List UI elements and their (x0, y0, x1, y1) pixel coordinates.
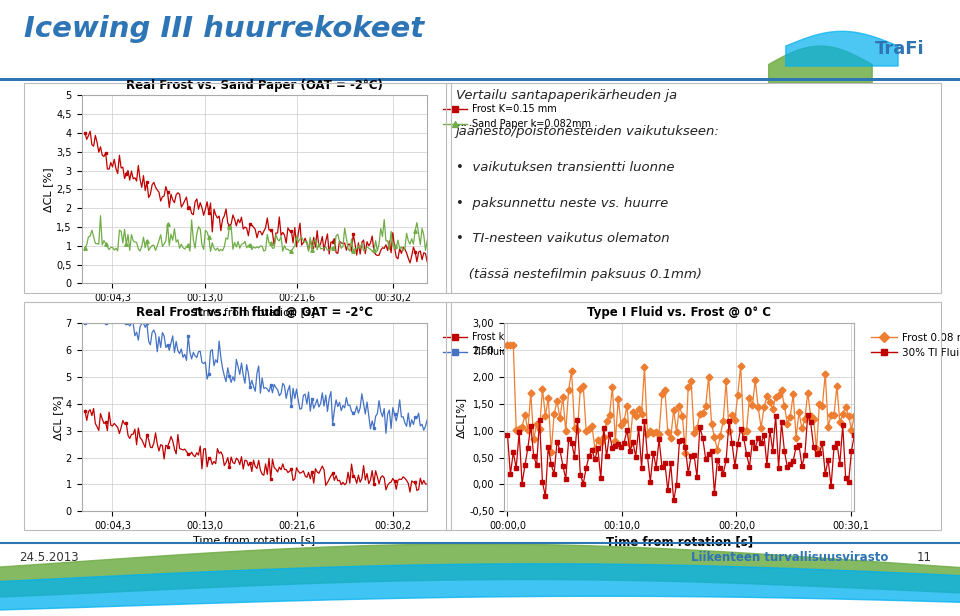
Y-axis label: ΔCL [%]: ΔCL [%] (43, 167, 54, 212)
Text: 24.5.2013: 24.5.2013 (19, 551, 79, 564)
Text: Liikenteen turvallisuusvirasto: Liikenteen turvallisuusvirasto (691, 551, 889, 564)
X-axis label: Time from rotation [s]: Time from rotation [s] (606, 535, 753, 548)
Legend: Frost K=0.15 mm, Sand Paper k=0.082mm: Frost K=0.15 mm, Sand Paper k=0.082mm (439, 100, 595, 133)
Title: Real Frost vs. TII fluid @ OAT = -2°C: Real Frost vs. TII fluid @ OAT = -2°C (136, 306, 372, 320)
Text: Vertailu santapaperikärheuden ja: Vertailu santapaperikärheuden ja (456, 89, 677, 102)
Text: •  TI-nesteen vaikutus olematon: • TI-nesteen vaikutus olematon (456, 232, 670, 245)
Text: 11: 11 (916, 551, 931, 564)
Text: jäänesto/poistonesteiden vaikutukseen:: jäänesto/poistonesteiden vaikutukseen: (456, 125, 720, 138)
X-axis label: Time from rotation [s]: Time from rotation [s] (193, 307, 316, 317)
Legend: Frost 0.08 mm, 30% TI Fluid: Frost 0.08 mm, 30% TI Fluid (867, 328, 960, 362)
Text: TraFi: TraFi (876, 40, 924, 59)
Text: (tässä nestefilmin paksuus 0.1mm): (tässä nestefilmin paksuus 0.1mm) (456, 268, 702, 281)
Text: Icewing III huurrekokeet: Icewing III huurrekokeet (24, 15, 424, 43)
Text: •  vaikutuksen transientti luonne: • vaikutuksen transientti luonne (456, 161, 675, 174)
Title: Real Frost vs. Sand Paper (OAT = -2°C): Real Frost vs. Sand Paper (OAT = -2°C) (126, 78, 383, 92)
X-axis label: Time from rotation [s]: Time from rotation [s] (193, 535, 316, 545)
Text: •  paksunnettu neste vs. huurre: • paksunnettu neste vs. huurre (456, 197, 668, 209)
Y-axis label: ΔCL[%]: ΔCL[%] (456, 397, 467, 438)
Legend: Frost k=0.15 mm, TII fluid 1.1 mm: Frost k=0.15 mm, TII fluid 1.1 mm (439, 328, 560, 361)
Title: Type I Fluid vs. Frost @ 0° C: Type I Fluid vs. Frost @ 0° C (588, 306, 771, 320)
Y-axis label: ΔCL [%]: ΔCL [%] (53, 395, 62, 440)
